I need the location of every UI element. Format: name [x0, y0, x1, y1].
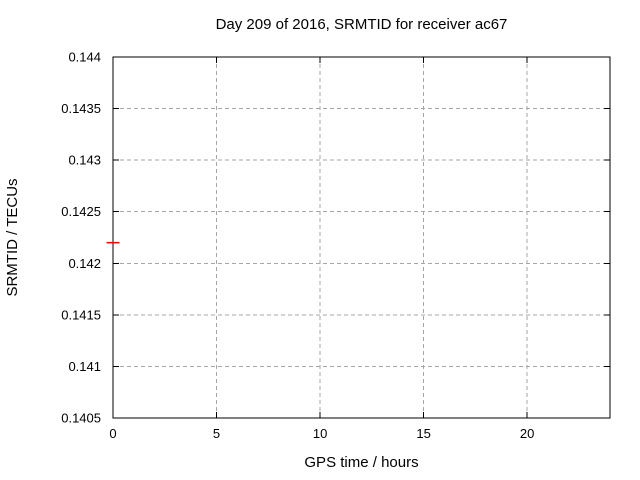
x-tick-label: 5: [213, 426, 220, 441]
y-tick-label: 0.142: [68, 256, 101, 271]
y-tick-label: 0.1435: [61, 101, 101, 116]
plot-layer: 0 5 10 15 20 0.1405 0.141 0.1415 0.142 0.1425 0.14…: [61, 50, 611, 441]
x-tick-label: 20: [520, 426, 534, 441]
y-tick-label: 0.1405: [61, 411, 101, 426]
y-tick-label: 0.144: [68, 50, 101, 65]
x-axis-label: GPS time / hours: [304, 454, 418, 471]
y-tick-label: 0.1415: [61, 307, 101, 322]
y-tick-label: 0.1425: [61, 204, 101, 219]
plot-border: [112, 56, 611, 419]
y-tick-label: 0.141: [68, 359, 101, 374]
chart-title: Day 209 of 2016, SRMTID for receiver ac6…: [216, 16, 508, 33]
x-tick-label: 10: [313, 426, 327, 441]
y-tick-label: 0.143: [68, 153, 101, 168]
y-axis-label: SRMTID / TECUs: [4, 178, 21, 296]
x-tick-label: 15: [416, 426, 430, 441]
x-tick-label: 0: [109, 426, 116, 441]
